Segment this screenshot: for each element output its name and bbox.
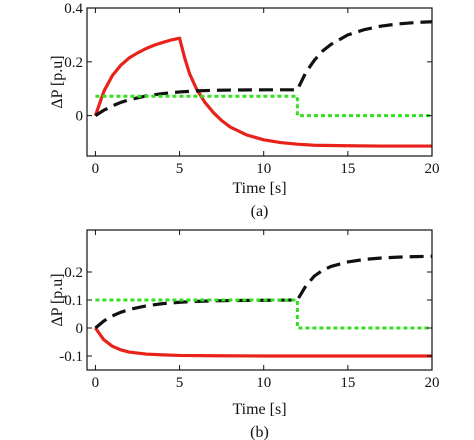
y-tick-label: 0.4 [64,1,83,17]
x-tick-label: 5 [176,161,184,177]
x-tick-label: 5 [176,375,184,391]
x-tick-label: 20 [425,161,440,177]
series-line-2-dashed [94,20,432,117]
x-axis-label: Time [s] [232,180,286,197]
panel-caption: (a) [251,203,269,220]
y-axis-label: ΔP [p.u] [49,273,66,326]
y-tick-label: 0.2 [64,55,83,71]
plot-area [94,254,432,358]
x-tick-label: 0 [92,375,100,391]
series-line-2-dashed [94,254,432,330]
y-tick-label: -0.1 [59,349,83,365]
x-tick-label: 15 [340,375,355,391]
y-tick-label: 0 [76,109,84,125]
y-tick-label: 0.1 [64,293,83,309]
x-tick-label: 10 [256,375,271,391]
x-tick-label: 15 [340,161,355,177]
panel-a: 0 5 10 15 20 0 0.2 0.4 Time [s] ΔP [p.u] (a) [49,1,440,220]
series-line-3-dotted [95,94,432,118]
x-tick-label: 10 [256,161,271,177]
series-line-1-solid [94,327,432,358]
plot-area [93,20,432,148]
panel-b: 0 5 10 15 20 -0.1 0 0.1 0.2 Time [s] ΔP [p.u] (b) [49,229,440,440]
series-line-3-dotted [95,298,432,330]
x-axis-label: Time [s] [232,401,286,418]
x-tick-label: 20 [425,375,440,391]
y-axis-label: ΔP [p.u] [49,55,66,108]
y-tick-label: 0 [76,321,84,337]
x-tick-label: 0 [92,161,100,177]
panel-caption: (b) [250,424,269,440]
axes-frame [86,7,433,157]
y-tick-label: 0.2 [64,265,83,281]
series-line-1-solid [93,36,432,148]
